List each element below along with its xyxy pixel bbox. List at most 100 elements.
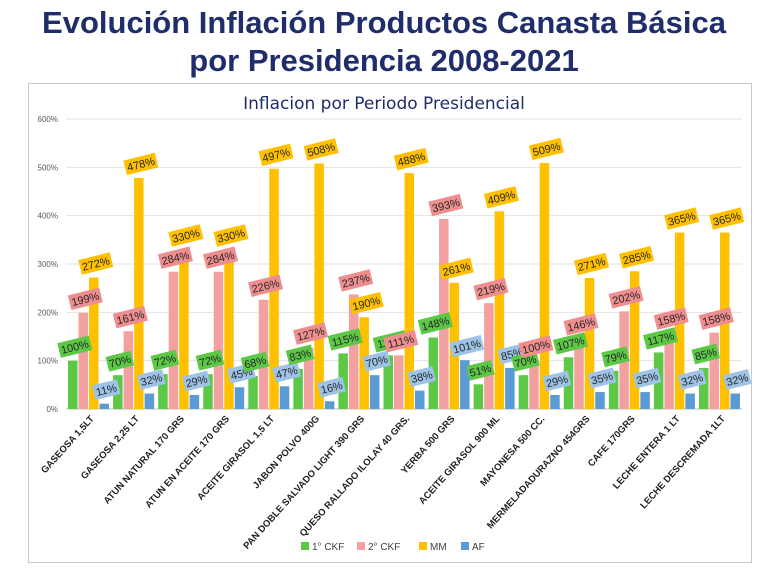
data-label-text: 32%	[139, 372, 163, 389]
legend-item: 1° CKF	[301, 542, 344, 553]
category-label: ATUN NATURAL 170 GRS	[102, 414, 187, 507]
bar	[709, 332, 719, 409]
data-label: 226%	[248, 274, 284, 297]
bar	[189, 394, 200, 409]
data-label-box	[428, 193, 464, 217]
data-label-box	[240, 351, 270, 373]
chart-title: Inflacion por Periodo Presidencial	[243, 94, 525, 114]
data-label-box	[677, 369, 707, 390]
data-label-text: 70%	[365, 354, 389, 371]
data-label: 161%	[112, 305, 148, 329]
data-label: 508%	[303, 138, 339, 161]
data-label: 330%	[168, 224, 204, 247]
bar	[89, 277, 99, 409]
bar	[314, 163, 324, 409]
data-label: 284%	[202, 246, 239, 269]
bar	[505, 367, 515, 409]
y-tick-label: 600%	[38, 115, 58, 124]
data-label: 330%	[213, 224, 249, 247]
bar	[685, 393, 695, 409]
data-label-box	[417, 312, 453, 335]
data-label-box	[57, 335, 93, 358]
data-label: 219%	[473, 277, 509, 301]
data-label-box	[438, 257, 474, 281]
data-label: 497%	[258, 143, 294, 166]
data-label-text: 51%	[468, 363, 492, 380]
data-label-box	[182, 370, 211, 392]
data-label-text: 47%	[275, 365, 299, 382]
legend-label: MM	[430, 542, 447, 553]
data-label-box	[258, 143, 294, 166]
data-label-text: 38%	[410, 369, 434, 386]
data-label-box	[272, 361, 301, 383]
data-label: 51%	[466, 359, 495, 381]
bar	[348, 294, 359, 409]
legend-item: 2° CKF	[357, 542, 400, 553]
data-label: 29%	[542, 370, 572, 392]
legend-item: AF	[461, 542, 485, 553]
bar	[248, 376, 258, 409]
category-label: ATUN EN ACEITE 170 GRS	[143, 414, 232, 511]
data-label-box	[78, 252, 114, 275]
data-label: 409%	[483, 186, 519, 209]
y-axis: 0% 100% 200% 300% 400% 500% 600%	[38, 115, 58, 414]
data-label-box	[473, 277, 509, 301]
data-label: 35%	[587, 367, 617, 389]
data-label: 127%	[293, 322, 329, 345]
bar	[158, 374, 168, 409]
bar	[293, 368, 303, 409]
data-label-box	[213, 224, 249, 247]
data-label: 101%	[449, 334, 485, 358]
data-label: 284%	[157, 246, 193, 269]
category-label: MERMELADADURAZNO 454GRS	[485, 414, 592, 532]
bar	[224, 249, 234, 409]
category-label: ACEITE GIRASOL 1,5 LT	[195, 414, 277, 503]
data-label: 202%	[608, 286, 644, 309]
category-label: LECHE DESCREMADA 1LT	[638, 414, 728, 512]
data-label-box	[407, 366, 437, 388]
data-label-box	[248, 274, 284, 297]
data-label-box	[632, 367, 662, 389]
y-tick-label: 0%	[46, 405, 58, 414]
data-label-box	[601, 346, 630, 368]
data-label: 16%	[317, 376, 346, 398]
data-label: 107%	[552, 332, 589, 355]
bar	[460, 360, 470, 409]
bar	[529, 360, 539, 409]
data-label: 158%	[698, 307, 734, 330]
legend: 1° CKF 2° CKF MM AF	[301, 542, 485, 553]
bar	[484, 303, 494, 409]
data-label: 35%	[632, 367, 662, 389]
data-label-box	[698, 307, 734, 330]
bars	[68, 162, 740, 409]
data-label-box	[202, 246, 239, 269]
data-label-text: 16%	[320, 380, 344, 397]
data-label: 190%	[348, 291, 384, 315]
bar	[78, 312, 89, 409]
bar	[574, 338, 584, 409]
main-title-line2: por Presidencia 2008-2021	[189, 43, 579, 78]
data-label-box	[542, 370, 572, 392]
legend-item: MM	[419, 542, 447, 553]
data-label-box	[573, 252, 610, 276]
data-label-text: 70%	[514, 354, 538, 371]
data-label: 488%	[393, 147, 429, 171]
data-label: 32%	[137, 369, 166, 390]
data-label-box	[348, 291, 384, 315]
bar	[383, 355, 393, 409]
bar	[404, 173, 414, 409]
bar	[213, 271, 224, 409]
data-label-text: 83%	[288, 347, 312, 364]
data-label-text: 85%	[694, 346, 718, 363]
data-label-box	[709, 207, 745, 230]
data-label-box	[449, 334, 485, 358]
data-label: 100%	[518, 335, 554, 358]
data-label: 272%	[78, 252, 114, 275]
data-label-box	[664, 207, 700, 230]
data-label-box	[619, 246, 655, 269]
data-label: 365%	[709, 207, 745, 230]
bar	[730, 393, 740, 409]
data-label-box	[691, 343, 721, 365]
bar	[629, 271, 640, 409]
